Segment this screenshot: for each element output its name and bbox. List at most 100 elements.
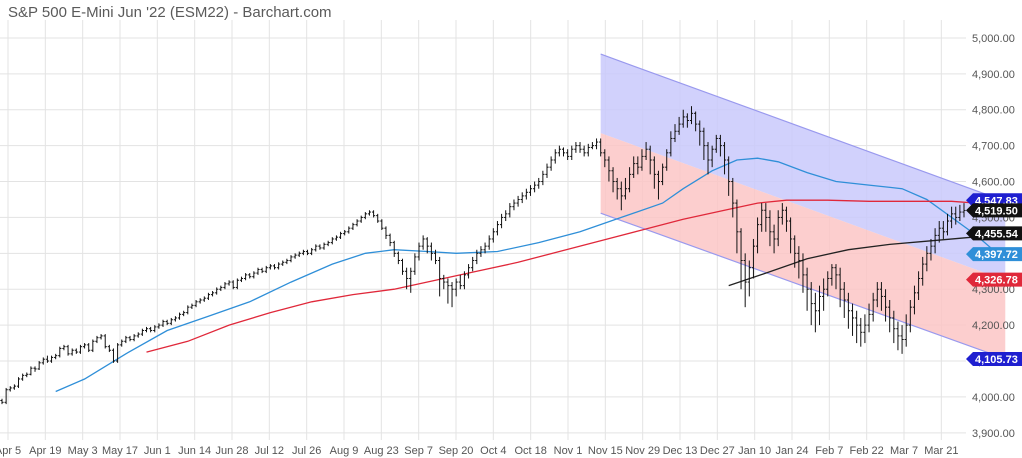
ohlc-bar	[29, 366, 33, 376]
ohlc-bar	[256, 267, 260, 275]
price-tags: 4,547.834,519.504,455.544,397.724,326.78…	[966, 193, 1022, 366]
ohlc-bar	[945, 213, 950, 236]
ohlc-bar	[243, 273, 248, 281]
ohlc-bar	[677, 116, 681, 135]
ohlc-bar	[549, 156, 553, 171]
channel-upper-band	[600, 54, 1006, 281]
ohlc-bar	[78, 344, 83, 354]
ohlc-bar	[330, 237, 334, 245]
ohlc-bar	[859, 317, 863, 347]
ohlc-bar	[70, 348, 74, 356]
ohlc-bar	[557, 145, 561, 157]
ohlc-bar	[611, 167, 615, 193]
x-tick-label: Nov 1	[554, 445, 583, 457]
ohlc-bar	[99, 334, 103, 340]
x-tick-label: May 3	[68, 445, 98, 457]
ohlc-bar	[702, 127, 706, 160]
ohlc-bar	[834, 264, 838, 290]
y-tick-label: 4,700.00	[972, 141, 1015, 153]
ohlc-bar	[681, 109, 685, 128]
ohlc-bar	[929, 238, 933, 261]
ohlc-bar	[210, 291, 215, 297]
ohlc-bar	[925, 246, 929, 272]
ohlc-bar	[698, 120, 702, 146]
x-tick-label: Jun 28	[215, 445, 248, 457]
ohlc-bar	[520, 192, 524, 204]
ohlc-bar	[458, 274, 462, 290]
ohlc-bar	[49, 355, 54, 363]
ohlc-bar	[305, 249, 310, 256]
ohlc-bar	[586, 143, 590, 157]
ohlc-bar	[165, 319, 169, 326]
channel-lower-band	[600, 133, 1006, 359]
ohlc-bar	[904, 314, 908, 347]
ohlc-bar	[54, 353, 58, 360]
ohlc-bar	[132, 334, 136, 342]
ohlc-bar	[508, 203, 512, 218]
ohlc-bar	[537, 177, 541, 189]
ohlc-bar	[950, 206, 954, 229]
ohlc-bar	[504, 210, 508, 222]
price-tag-label: 4,455.54	[975, 228, 1019, 240]
ohlc-bar	[281, 260, 285, 266]
ohlc-bar	[528, 185, 533, 196]
ohlc-bar	[454, 278, 458, 297]
ohlc-bar	[169, 317, 173, 326]
ohlc-bar	[396, 251, 400, 265]
ohlc-bar	[409, 267, 413, 293]
ohlc-bar	[524, 188, 528, 200]
y-tick-label: 3,900.00	[972, 428, 1015, 440]
ohlc-bar	[466, 264, 471, 279]
price-tag-box	[966, 203, 1022, 218]
ohlc-bar	[12, 384, 16, 390]
ohlc-bar	[0, 398, 4, 405]
ohlc-bar	[760, 203, 764, 232]
x-tick-label: Nov 29	[625, 445, 660, 457]
ohlc-bar	[66, 344, 70, 356]
ohlc-bar	[248, 273, 252, 279]
ohlc-bar	[21, 373, 25, 381]
price-tag-channel-bottom: 4,105.73	[966, 351, 1022, 366]
ohlc-bar	[842, 282, 846, 318]
ohlc-bar	[107, 344, 111, 353]
ohlc-bar	[570, 145, 574, 160]
y-tick-label: 4,000.00	[972, 392, 1015, 404]
y-tick-label: 4,200.00	[972, 320, 1015, 332]
ohlc-bar	[797, 246, 801, 279]
ohlc-bar	[933, 228, 937, 254]
x-tick-label: Nov 15	[588, 445, 623, 457]
ohlc-bar	[714, 134, 718, 153]
ohlc-bar	[206, 292, 211, 300]
ohlc-bar	[541, 170, 545, 186]
ohlc-bar	[813, 292, 817, 333]
ohlc-bar	[322, 242, 326, 250]
ohlc-bar	[941, 221, 945, 239]
ohlc-bar	[574, 142, 578, 153]
ohlc-bar	[338, 231, 343, 239]
ohlc-bar	[446, 278, 450, 304]
x-tick-label: Jan 10	[738, 445, 771, 457]
ohlc-bar	[149, 326, 153, 333]
ohlc-bar	[272, 264, 277, 270]
ohlc-bar	[772, 224, 776, 254]
ohlc-bar	[417, 242, 421, 261]
ohlc-bar	[599, 138, 603, 157]
y-tick-label: 4,800.00	[972, 105, 1015, 117]
ohlc-bar	[747, 260, 751, 297]
ohlc-bar	[665, 149, 669, 171]
ohlc-bar	[921, 256, 925, 286]
ohlc-bar	[656, 170, 661, 200]
ohlc-bar	[615, 177, 619, 200]
ohlc-bar	[326, 240, 330, 247]
ohlc-bar	[252, 271, 256, 279]
ohlc-bar	[590, 142, 595, 150]
ohlc-bar	[896, 321, 900, 351]
ohlc-bar	[186, 305, 190, 315]
price-tag-box	[966, 351, 1022, 366]
ohlc-bar	[846, 292, 850, 329]
chart-title: S&P 500 E-Mini Jun '22 (ESM22) - Barchar…	[8, 4, 332, 21]
price-tag-last-price: 4,519.50	[966, 203, 1022, 218]
ohlc-bar	[495, 221, 500, 236]
ohlc-bar	[553, 149, 557, 164]
